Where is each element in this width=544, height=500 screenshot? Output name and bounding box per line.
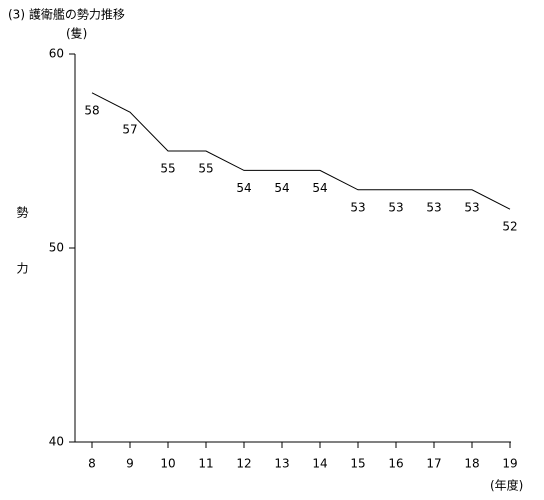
x-tick-label: 9: [126, 457, 134, 471]
data-label: 58: [84, 103, 99, 117]
data-label: 57: [122, 123, 137, 137]
x-axis-label: (年度): [490, 478, 523, 493]
x-tick-label: 19: [502, 457, 517, 471]
x-tick-label: 18: [464, 457, 479, 471]
y-tick-label: 40: [49, 435, 64, 449]
x-tick-label: 10: [160, 457, 175, 471]
data-label: 54: [236, 181, 251, 195]
x-tick-label: 11: [198, 457, 213, 471]
x-tick-label: 17: [426, 457, 441, 471]
data-label: 54: [274, 181, 289, 195]
y-tick-label: 50: [49, 241, 64, 255]
y-tick-label: 60: [49, 47, 64, 61]
line: [91, 92, 511, 210]
data-label: 52: [502, 220, 517, 234]
data-label: 53: [464, 200, 479, 214]
x-tick-label: 13: [274, 457, 289, 471]
x-tick-label: 8: [88, 457, 96, 471]
x-tick-label: 16: [388, 457, 403, 471]
chart-title: (3) 護衛艦の勢力推移: [8, 7, 125, 22]
y-axis-label: 勢力: [15, 206, 29, 318]
data-label: 55: [198, 162, 213, 176]
data-label: 55: [160, 162, 175, 176]
data-label: 53: [426, 200, 441, 214]
data-label: 53: [350, 200, 365, 214]
x-tick-label: 15: [350, 457, 365, 471]
data-label: 53: [388, 200, 403, 214]
x-tick-label: 12: [236, 457, 251, 471]
x-tick-label: 14: [312, 457, 327, 471]
y-unit: (隻): [66, 26, 87, 41]
data-label: 54: [312, 181, 327, 195]
